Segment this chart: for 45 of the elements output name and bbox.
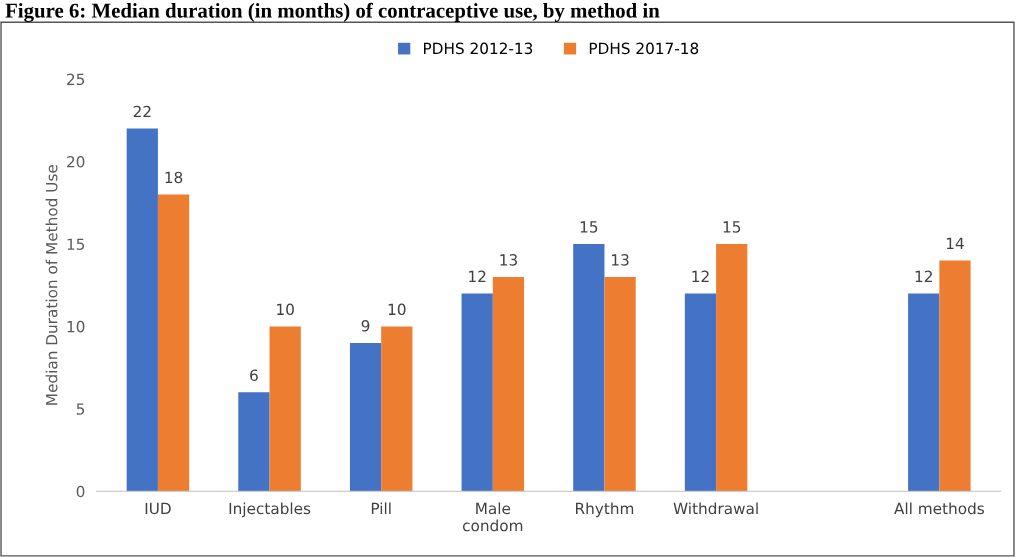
legend-label: PDHS 2012-13 [424,42,533,55]
data-label: 13 [612,254,629,266]
x-tick-label: Rhythm [576,502,634,518]
data-label: 15 [580,221,598,233]
data-label: 6 [250,369,258,382]
y-tick-label: 25 [67,73,85,86]
y-tick-label: 10 [67,320,85,333]
y-tick-label: 15 [67,238,85,250]
bar [573,243,605,492]
bar [716,243,748,492]
x-tick-label: Pill [371,502,391,514]
data-label: 12 [915,270,932,282]
bar [269,326,301,492]
y-tick-label: 20 [67,156,85,168]
y-tick-label: 5 [76,403,85,415]
data-label: 22 [133,105,151,118]
bar [349,342,382,492]
bar [238,392,270,492]
bar [939,260,971,492]
data-label: 14 [946,237,964,249]
bar [492,276,525,492]
data-label: 10 [388,303,406,316]
y-axis-title: Median Duration of Method Use [45,165,58,405]
data-label: 15 [723,221,741,233]
data-label: 12 [469,270,486,282]
data-label: 9 [361,320,370,332]
x-tick-label: IUD [145,502,171,515]
data-label: 18 [165,171,183,184]
chart-title: Figure 6: Median duration (in months) of contraceptive use, by method in [5,2,660,23]
x-tick-label: Male condom [462,502,523,532]
data-label: 12 [692,270,709,282]
y-tick-label: 0 [76,485,85,498]
bar [461,293,493,492]
data-label: 10 [277,303,294,316]
bar [908,293,940,492]
data-label: 13 [500,254,517,266]
bar [684,293,717,492]
legend-label: PDHS 2017-18 [589,42,699,55]
x-tick-label: Withdrawal [673,502,758,515]
bar [157,194,190,492]
bar [604,276,636,492]
bar [126,128,158,492]
bar [381,326,413,492]
x-tick-label: Injectables [229,502,311,518]
x-tick-label: All methods [894,502,984,515]
